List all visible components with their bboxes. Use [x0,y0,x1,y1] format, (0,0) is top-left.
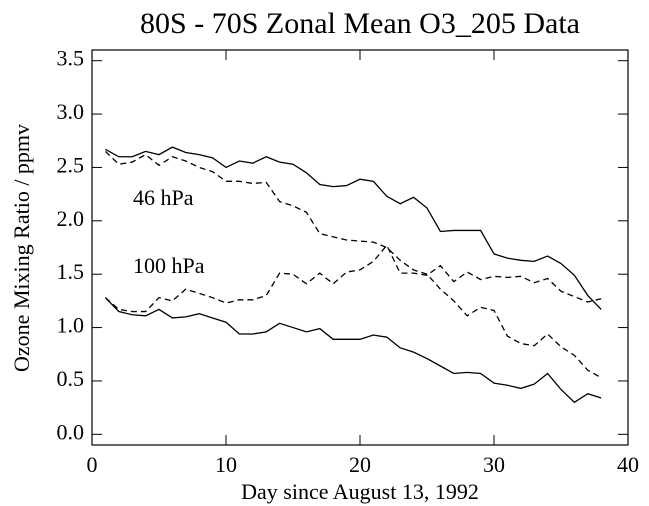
annotation: 46 hPa [133,185,194,210]
x-tick-label: 10 [215,452,237,477]
annotation: 100 hPa [133,253,205,278]
y-tick-label: 3.5 [57,46,85,71]
y-tick-label: 0.5 [57,366,85,391]
y-tick-label: 2.5 [57,152,85,177]
x-tick-label: 20 [349,452,371,477]
x-tick-label: 0 [87,452,98,477]
x-tick-label: 30 [483,452,505,477]
x-tick-label: 40 [617,452,639,477]
chart-title: 80S - 70S Zonal Mean O3_205 Data [140,7,580,40]
data-line [104,150,602,379]
y-tick-label: 2.0 [57,206,85,231]
plot-frame [91,49,629,446]
y-tick-label: 1.5 [57,259,85,284]
data-line [104,297,602,404]
y-tick-label: 3.0 [57,99,85,124]
y-tick-label: 0.0 [57,419,85,444]
x-axis-label: Day since August 13, 1992 [241,479,479,504]
y-axis-label: Ozone Mixing Ratio / ppmv [9,124,34,372]
data-line [105,146,602,310]
data-line [104,244,602,313]
y-tick-label: 1.0 [57,313,85,338]
